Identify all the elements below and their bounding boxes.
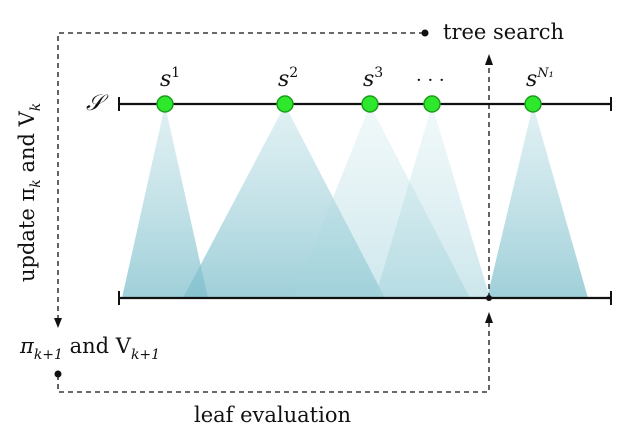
tree-search-label: tree search — [443, 20, 564, 44]
node-sN — [524, 95, 542, 113]
tree-s1 — [122, 105, 208, 298]
leaf-evaluation-label: leaf evaluation — [194, 403, 351, 427]
node-s3 — [361, 95, 379, 113]
search-trees — [122, 105, 588, 298]
state-nodes — [156, 95, 542, 113]
label-s1: s1 — [160, 65, 180, 92]
leaf-line — [118, 291, 612, 305]
update-label: update πk and Vk — [15, 103, 44, 282]
label-s2: s2 — [278, 65, 298, 92]
tree-sN — [487, 105, 588, 298]
label-ellipsis: · · · — [416, 70, 445, 91]
node-s1 — [156, 95, 174, 113]
node-s4 — [423, 95, 441, 113]
next-policy-label: πk+1 and Vk+1 — [19, 334, 160, 363]
state-space-label: 𝒮 — [86, 91, 109, 116]
tree-s4 — [375, 105, 490, 298]
flow-bottom — [54, 312, 493, 393]
label-sN: sN₁ — [526, 66, 554, 92]
node-s2 — [276, 95, 294, 113]
flow-top — [54, 29, 429, 328]
label-s3: s3 — [363, 65, 383, 92]
flow-tree-search — [485, 54, 493, 301]
